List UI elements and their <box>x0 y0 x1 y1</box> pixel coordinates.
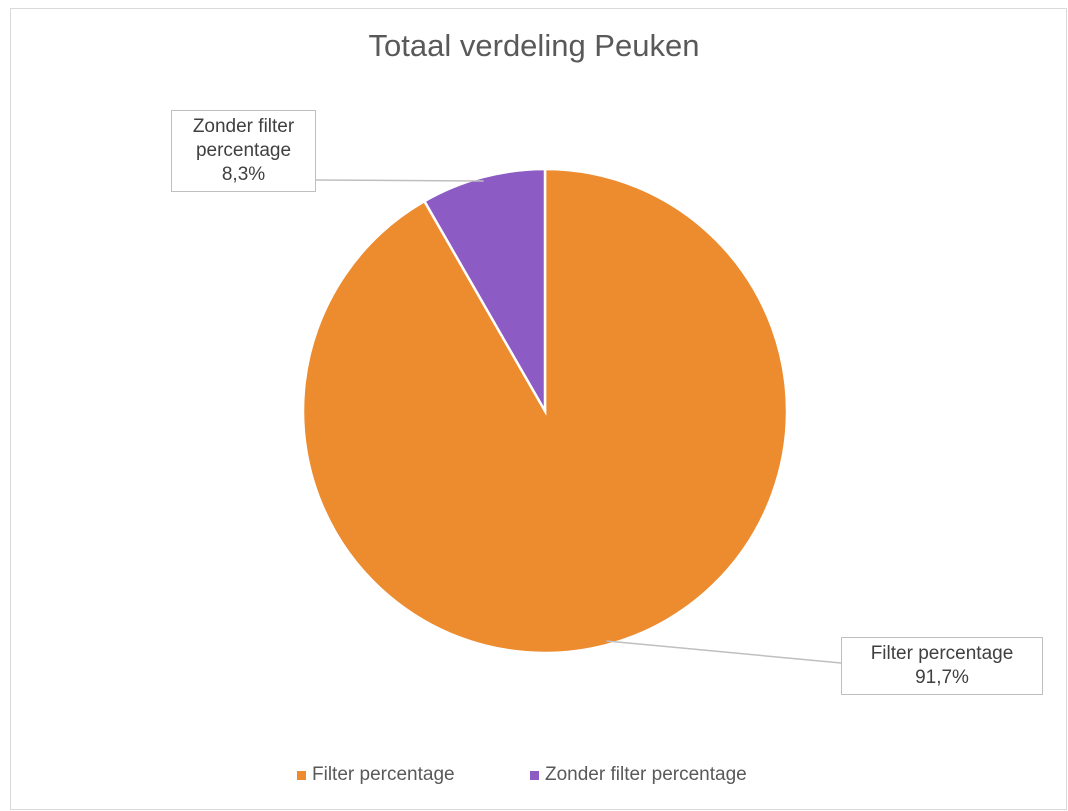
legend-label: Zonder filter percentage <box>545 764 747 785</box>
legend-label: Filter percentage <box>312 764 455 785</box>
leader-line <box>315 179 484 182</box>
leader-line <box>606 640 842 664</box>
pie-slice <box>422 167 547 416</box>
legend-swatch <box>530 770 539 780</box>
data-label-category: Zonder filter percentage <box>192 116 295 161</box>
data-label: Zonder filter percentage 8,3% <box>171 110 316 192</box>
legend-item: Filter percentage <box>297 764 455 786</box>
legend-item: Zonder filter percentage <box>530 764 747 786</box>
chart-title: Totaal verdeling Peuken <box>368 28 700 63</box>
data-label-value: 8,3% <box>221 164 266 185</box>
data-label: Filter percentage 91,7% <box>841 637 1043 695</box>
data-label-category: Filter percentage <box>870 643 1014 664</box>
legend-swatch <box>297 770 306 780</box>
data-label-value: 91,7% <box>915 667 969 688</box>
